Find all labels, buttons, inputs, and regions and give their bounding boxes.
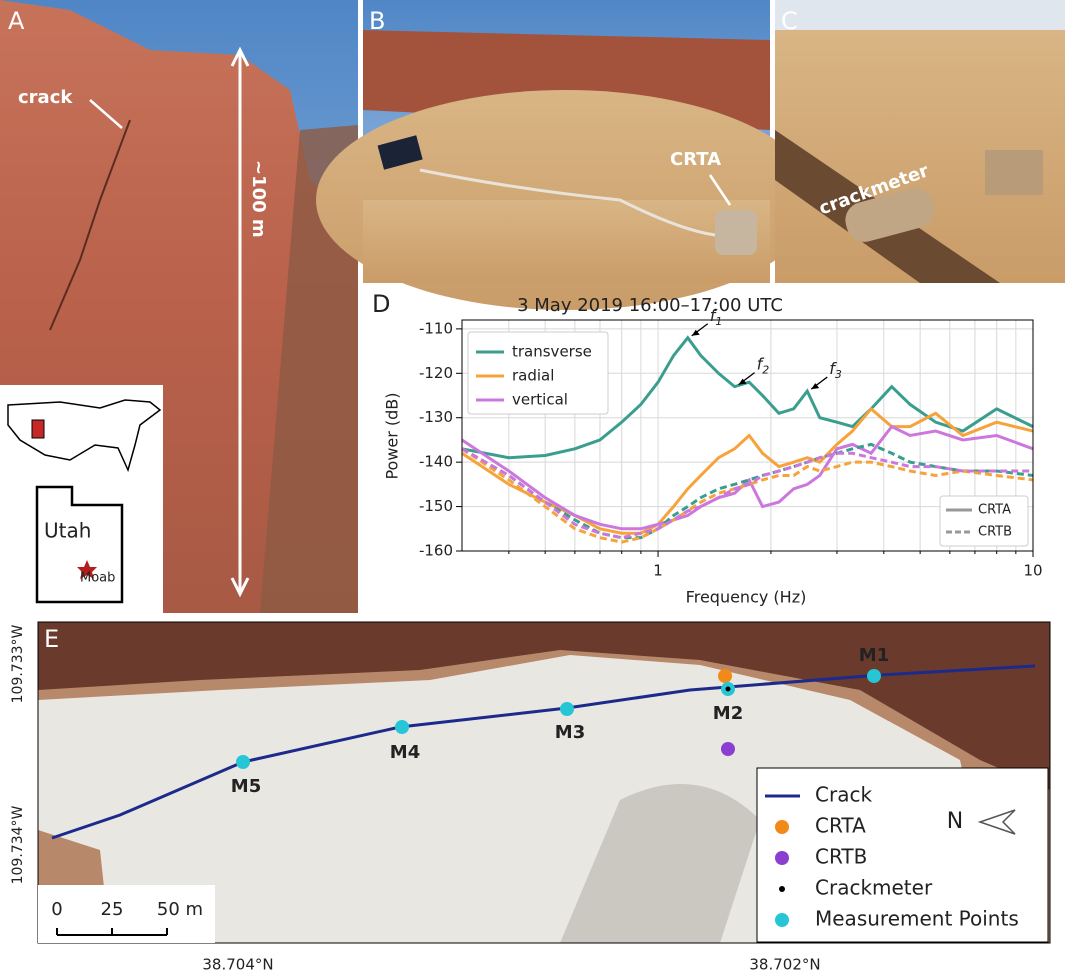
scale-label: 0 (51, 899, 62, 920)
panel-label: E (44, 625, 59, 653)
annotation-sub: 1 (715, 315, 722, 328)
legend-swatch (779, 886, 785, 892)
series-line (461, 424, 1034, 531)
annotation-text: f (710, 305, 718, 324)
legend-label: CRTA (978, 503, 1011, 518)
annotation-sub: 2 (762, 364, 769, 377)
point-label: M1 (859, 645, 889, 666)
y-tick-label: -150 (419, 497, 453, 515)
legend-label: CRTA (815, 814, 866, 838)
map-e: E M1 M2 M3 M4 M5 Crack CRTA CRTB Crackmeter… (10, 621, 1051, 974)
panel-label: A (8, 7, 25, 35)
arrow-head (811, 383, 820, 390)
annotation: f2 (757, 354, 770, 377)
legend-swatch (775, 913, 789, 927)
annotation-sub: 3 (835, 368, 842, 381)
y-axis-label: Power (dB) (383, 392, 402, 479)
annotation-text: f (829, 359, 837, 378)
y-tick-label: -160 (419, 542, 453, 560)
legend-label: vertical (512, 391, 568, 409)
legend-label: Crack (815, 783, 872, 807)
x-axis-label: Frequency (Hz) (686, 588, 807, 607)
scale-label: 50 m (157, 899, 203, 920)
chart: D 3 May 2019 16:00–17:00 UTC Frequency (… (372, 290, 1043, 607)
photo-label: crack (18, 87, 73, 108)
scale-label: 25 (101, 899, 124, 920)
map-legend (756, 767, 1049, 943)
annotation: f1 (710, 305, 723, 328)
photo-label: CRTA (670, 149, 721, 170)
legend-swatch (775, 820, 789, 834)
point-label: M3 (555, 722, 585, 743)
photo-c: C crackmeter (775, 0, 1065, 283)
legend-label: CRTB (815, 845, 867, 869)
y-tick-label: -140 (419, 453, 453, 471)
arrow-head (738, 378, 747, 385)
annotation-text: f (757, 354, 765, 373)
y-tick-label: -130 (419, 408, 453, 426)
panel-label: D (372, 290, 390, 318)
point-label: M2 (713, 703, 743, 724)
panel-label: B (369, 7, 385, 35)
point-label: M4 (390, 742, 420, 763)
north-label: N (947, 809, 963, 834)
legend-label: radial (512, 367, 554, 385)
state-label: Utah (44, 519, 91, 543)
legend-label: Crackmeter (815, 876, 933, 900)
series-line (461, 406, 1034, 535)
chart-title: 3 May 2019 16:00–17:00 UTC (517, 295, 783, 316)
lon-label: 109.733°W (10, 624, 26, 703)
series-line (461, 335, 1034, 460)
panel-label: C (781, 7, 798, 35)
annotation: f3 (829, 359, 842, 382)
lat-label: 38.702°N (749, 956, 820, 974)
legend-label: Measurement Points (815, 907, 1019, 931)
plot-frame (461, 319, 1034, 552)
series-line (461, 447, 1034, 544)
city-label: Moab (80, 571, 115, 586)
height-label: ~100 m (248, 160, 269, 238)
legend-label: CRTB (978, 525, 1012, 540)
x-tick-label: 1 (653, 562, 663, 580)
legend-swatch (775, 851, 789, 865)
point-label: M5 (231, 776, 261, 797)
photo-b: B CRTA (316, 0, 816, 310)
photo-a: A crack ~100 m Utah Moab (0, 0, 358, 613)
y-tick-label: -110 (419, 319, 453, 337)
y-tick-label: -120 (419, 364, 453, 382)
scale-bar (38, 885, 215, 943)
lon-label: 109.734°W (10, 805, 26, 884)
x-tick-label: 10 (1023, 562, 1042, 580)
legend-label: transverse (512, 343, 592, 361)
series-line (461, 442, 1034, 540)
lat-label: 38.704°N (202, 956, 273, 974)
arrow-head (691, 329, 700, 336)
series-line (461, 447, 1033, 540)
